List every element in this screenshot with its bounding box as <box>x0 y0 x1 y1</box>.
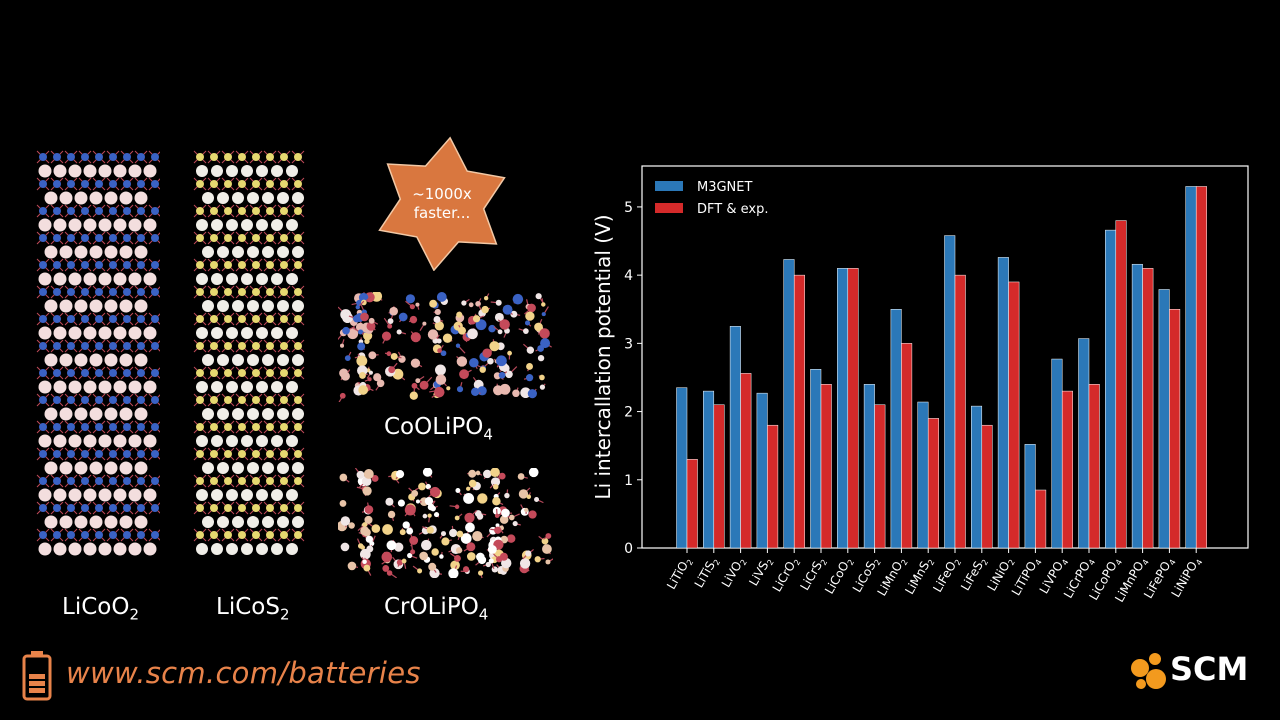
bar-dft-licrs2 <box>820 384 832 549</box>
bar-dft-licoo2 <box>847 268 859 549</box>
bar-m3gnet-linio2 <box>997 257 1009 549</box>
bar-m3gnet-litio2 <box>676 387 688 549</box>
y-tick-label: 0 <box>624 541 633 557</box>
speed-badge: ~1000x faster... <box>378 136 506 271</box>
chart-y-axis: 0 1 2 3 4 5 <box>624 200 642 557</box>
bar-m3gnet-livs2 <box>756 392 768 549</box>
bar-m3gnet-linipo4 <box>1185 186 1197 549</box>
bar-dft-limns2 <box>927 418 939 549</box>
coolipo4-structure-image <box>338 292 552 402</box>
x-tick-label-lifeo2: LiFeO2 <box>930 555 963 596</box>
bar-dft-linipo4 <box>1195 186 1207 549</box>
bar-dft-licopo4 <box>1115 220 1127 549</box>
structure-label-crolipo4: CrOLiPO4 <box>384 594 489 624</box>
chart-legend: M3GNET DFT & exp. <box>655 180 768 217</box>
bar-m3gnet-lifepo4 <box>1158 289 1170 549</box>
legend-label-m3gnet: M3GNET <box>697 180 752 195</box>
y-tick-label: 1 <box>624 473 633 489</box>
bar-dft-lifes2 <box>981 424 993 549</box>
intercalation-potential-chart: 0 1 2 3 4 5 LiTiO2LiTiS2LiVO2LiVS2LiCrO2LiCrS… <box>591 165 1249 605</box>
bar-m3gnet-licrpo4 <box>1078 338 1090 549</box>
bar-dft-lifepo4 <box>1169 309 1181 549</box>
x-tick-label-litis2: LiTiS2 <box>692 555 722 592</box>
crolipo4-structure-image <box>338 468 553 578</box>
bar-dft-linio2 <box>1008 281 1020 549</box>
bar-m3gnet-litipo4 <box>1024 444 1036 549</box>
y-tick-label: 5 <box>624 200 633 216</box>
bar-dft-licos2 <box>874 404 886 549</box>
bar-dft-livo2 <box>740 373 752 549</box>
footer-url-link[interactable]: www.scm.com/batteries <box>66 656 421 690</box>
x-tick-label-litio2: LiTiO2 <box>664 555 695 593</box>
x-tick-label-livo2: LiVO2 <box>719 555 749 591</box>
speed-badge-line2: faster... <box>414 204 471 222</box>
licoo2-structure-image <box>36 150 160 556</box>
bar-m3gnet-limnpo4 <box>1131 263 1143 549</box>
bar-m3gnet-limno2 <box>890 309 902 549</box>
structure-label-licoo2: LiCoO2 <box>62 594 139 624</box>
bar-m3gnet-lifes2 <box>971 405 983 549</box>
bar-m3gnet-licrs2 <box>810 369 822 549</box>
bar-m3gnet-limns2 <box>917 401 929 549</box>
x-tick-label-licoo2: LiCoO2 <box>822 555 856 598</box>
bar-m3gnet-licos2 <box>863 384 875 549</box>
y-tick-label: 4 <box>624 268 633 284</box>
bar-m3gnet-livo2 <box>729 326 741 549</box>
chart-y-axis-label: Li intercallation potential (V) <box>591 214 615 499</box>
legend-swatch-m3gnet <box>655 181 683 191</box>
chart-x-axis: LiTiO2LiTiS2LiVO2LiVS2LiCrO2LiCrS2LiCoO2… <box>664 548 1205 605</box>
bar-m3gnet-licro2 <box>783 259 795 549</box>
bar-m3gnet-livpo4 <box>1051 358 1063 549</box>
speed-badge-line1: ~1000x <box>412 185 472 203</box>
chart-bars <box>676 186 1207 549</box>
bar-dft-licro2 <box>793 274 805 549</box>
bar-m3gnet-lifeo2 <box>944 235 956 549</box>
bar-dft-lifeo2 <box>954 274 966 549</box>
legend-swatch-dft <box>655 203 683 213</box>
licos2-structure-image <box>193 150 305 555</box>
bar-m3gnet-licopo4 <box>1105 229 1117 549</box>
bar-dft-litis2 <box>713 404 725 549</box>
legend-label-dft: DFT & exp. <box>697 202 768 217</box>
bar-dft-litipo4 <box>1035 489 1047 549</box>
battery-icon <box>22 651 52 701</box>
bar-dft-litio2 <box>686 459 698 549</box>
bar-dft-licrpo4 <box>1088 384 1100 549</box>
scm-logo-icon <box>1131 653 1166 689</box>
y-tick-label: 2 <box>624 405 633 421</box>
bar-m3gnet-litis2 <box>703 390 715 549</box>
scm-logo-text: SCM <box>1170 650 1249 688</box>
x-tick-label-lifes2: LiFeS2 <box>958 555 990 594</box>
bar-m3gnet-licoo2 <box>837 268 849 549</box>
x-tick-label-limns2: LiMnS2 <box>902 555 936 598</box>
bar-dft-livs2 <box>767 424 779 549</box>
bar-dft-limnpo4 <box>1142 268 1154 549</box>
structure-label-licos2: LiCoS2 <box>216 594 290 624</box>
x-tick-label-licro2: LiCrO2 <box>770 555 803 596</box>
y-tick-label: 3 <box>624 336 633 352</box>
bar-dft-limno2 <box>901 343 913 549</box>
structure-label-coolipo4: CoOLiPO4 <box>384 414 493 444</box>
bar-dft-livpo4 <box>1061 390 1073 549</box>
